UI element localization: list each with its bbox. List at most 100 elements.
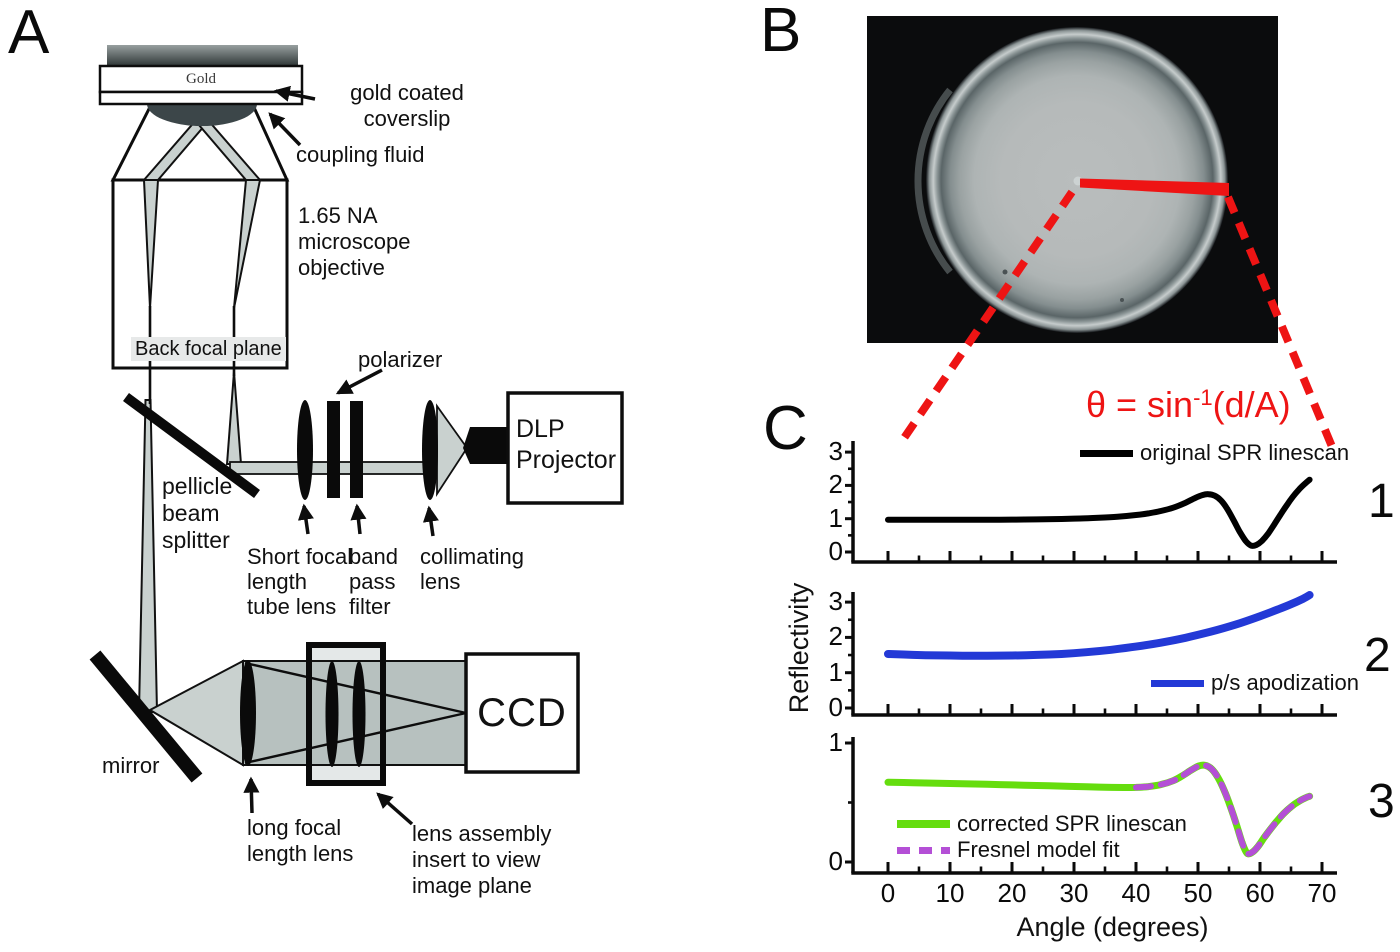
legend-label-fresnel: Fresnel model fit bbox=[957, 837, 1120, 862]
formula-superscript: -1 bbox=[1193, 385, 1213, 410]
legend-plot3-row2: Fresnel model fit bbox=[897, 838, 1120, 862]
legend-plot1: original SPR linescan bbox=[1080, 441, 1349, 465]
pellicle-beam-splitter bbox=[123, 392, 260, 499]
plot2-y-tick-label: 1 bbox=[828, 656, 843, 687]
dlp-projector-label: DLP Projector bbox=[516, 415, 617, 474]
coverslip-label: gold coated coverslip bbox=[350, 80, 464, 131]
x-axis-title: Angle (degrees) bbox=[1016, 912, 1209, 942]
bfp-inner-ring bbox=[914, 87, 953, 275]
beam-taper-right bbox=[233, 179, 262, 309]
connector-dash-left bbox=[896, 189, 1076, 447]
plot3-series-fit bbox=[1133, 762, 1313, 857]
formula-suffix: (d/A) bbox=[1212, 384, 1291, 425]
beam-cone-projector bbox=[436, 403, 469, 498]
plot3-y-tick-label: 0 bbox=[828, 846, 843, 876]
arrow-coverslip bbox=[273, 85, 316, 102]
plot3-y-tick-label: 1 bbox=[828, 727, 843, 757]
long-lens-label: long focal length lens bbox=[247, 815, 354, 866]
legend-plot3-row1: corrected SPR linescan bbox=[897, 812, 1187, 836]
projector-snout bbox=[463, 427, 508, 464]
beam-cone-mirror bbox=[147, 659, 244, 767]
x-tick-label: 40 bbox=[1121, 878, 1151, 908]
plot2-number: 2 bbox=[1364, 629, 1391, 682]
plot2-series-main bbox=[884, 591, 1314, 660]
pellicle-label: pellicle beam splitter bbox=[162, 473, 233, 553]
beam-down-taper bbox=[137, 399, 159, 713]
long-focal-length-lens bbox=[240, 660, 256, 766]
arrow-bandpass bbox=[350, 503, 367, 535]
plot1-y-tick-label: 0 bbox=[828, 536, 843, 566]
chart-axes bbox=[845, 441, 1337, 875]
polarizer-element bbox=[327, 401, 340, 498]
arrow-long-lens bbox=[243, 776, 260, 814]
legend-label-original: original SPR linescan bbox=[1140, 440, 1350, 465]
optical-setup-diagram bbox=[89, 45, 624, 826]
plot1-series-main bbox=[885, 476, 1313, 549]
mirror-label: mirror bbox=[102, 753, 160, 778]
legend-swatch-apodization bbox=[1151, 679, 1204, 687]
legend-plot2: p/s apodization bbox=[1151, 671, 1359, 695]
legend-label-apodization: p/s apodization bbox=[1211, 670, 1359, 695]
lens-assembly-box bbox=[306, 642, 386, 786]
legend-label-corrected: corrected SPR linescan bbox=[957, 811, 1187, 836]
legend-swatch-fresnel bbox=[897, 846, 950, 854]
back-focal-plane-image bbox=[867, 16, 1337, 451]
bandpass-filter-element bbox=[350, 401, 363, 498]
plot2-y-tick-label: 3 bbox=[828, 586, 843, 617]
assembly-lens-2 bbox=[352, 661, 366, 767]
bandpass-label: band pass filter bbox=[349, 544, 398, 619]
bfp-speck-2 bbox=[1120, 298, 1124, 302]
chart-curves bbox=[884, 476, 1314, 858]
objective-body bbox=[111, 178, 289, 370]
x-tick-label: 20 bbox=[997, 878, 1027, 908]
x-tick-label: 0 bbox=[880, 878, 896, 908]
back-focal-plane-label: Back focal plane bbox=[131, 337, 286, 361]
mirror bbox=[89, 650, 203, 783]
polarizer-label: polarizer bbox=[358, 347, 443, 372]
x-tick-label: 60 bbox=[1245, 878, 1275, 908]
formula-prefix: θ = sin bbox=[1086, 384, 1194, 425]
coupling-fluid-label: coupling fluid bbox=[296, 142, 425, 167]
linescan-line bbox=[1080, 178, 1229, 196]
annotation-arrows bbox=[243, 85, 439, 826]
legend-swatch-original bbox=[1080, 449, 1133, 457]
panel-label-a: A bbox=[8, 0, 50, 67]
coupling-fluid-meniscus bbox=[147, 104, 257, 126]
dlp-projector-box bbox=[506, 391, 624, 505]
bfp-speck-1 bbox=[1002, 269, 1008, 275]
ccd-box bbox=[464, 652, 580, 774]
angle-formula: θ = sin-1(d/A) bbox=[1086, 379, 1291, 424]
plot1-y-tick-label: 1 bbox=[828, 502, 843, 533]
plot3-number: 3 bbox=[1368, 775, 1395, 828]
plot2-y-tick-label: 2 bbox=[828, 621, 843, 652]
panel-label-c: C bbox=[763, 394, 808, 463]
collimating-lens bbox=[422, 400, 438, 500]
arrow-coupling-fluid bbox=[268, 112, 302, 147]
ccd-label: CCD bbox=[477, 691, 567, 735]
coverslip-strip bbox=[98, 90, 304, 106]
legend-swatch-corrected bbox=[897, 820, 950, 828]
x-tick-label: 70 bbox=[1307, 878, 1337, 908]
tube-lens-label: Short focal length tube lens bbox=[247, 544, 353, 619]
x-tick-label: 50 bbox=[1183, 878, 1213, 908]
connector-dash-right bbox=[1224, 195, 1337, 451]
arrow-lens-assembly bbox=[376, 792, 414, 826]
beam-up-taper bbox=[225, 371, 243, 465]
arrow-polarizer bbox=[335, 368, 383, 395]
x-tick-label: 10 bbox=[935, 878, 965, 908]
plot1-y-tick-label: 2 bbox=[828, 469, 843, 500]
plot2-y-tick-label: 0 bbox=[828, 692, 843, 722]
plot1-number: 1 bbox=[1368, 475, 1395, 528]
plot1-y-tick-label: 3 bbox=[828, 436, 843, 467]
tube-lens bbox=[297, 400, 313, 500]
x-tick-label: 30 bbox=[1059, 878, 1089, 908]
sample-slab bbox=[107, 45, 298, 66]
assembly-lens-1 bbox=[325, 661, 339, 767]
arrow-collimating bbox=[422, 505, 439, 537]
objective-label: 1.65 NA microscope objective bbox=[298, 203, 411, 280]
panel-label-b: B bbox=[760, 0, 802, 65]
gold-layer-label: Gold bbox=[186, 71, 216, 87]
assembly-label: lens assembly insert to view image plane bbox=[412, 821, 552, 898]
